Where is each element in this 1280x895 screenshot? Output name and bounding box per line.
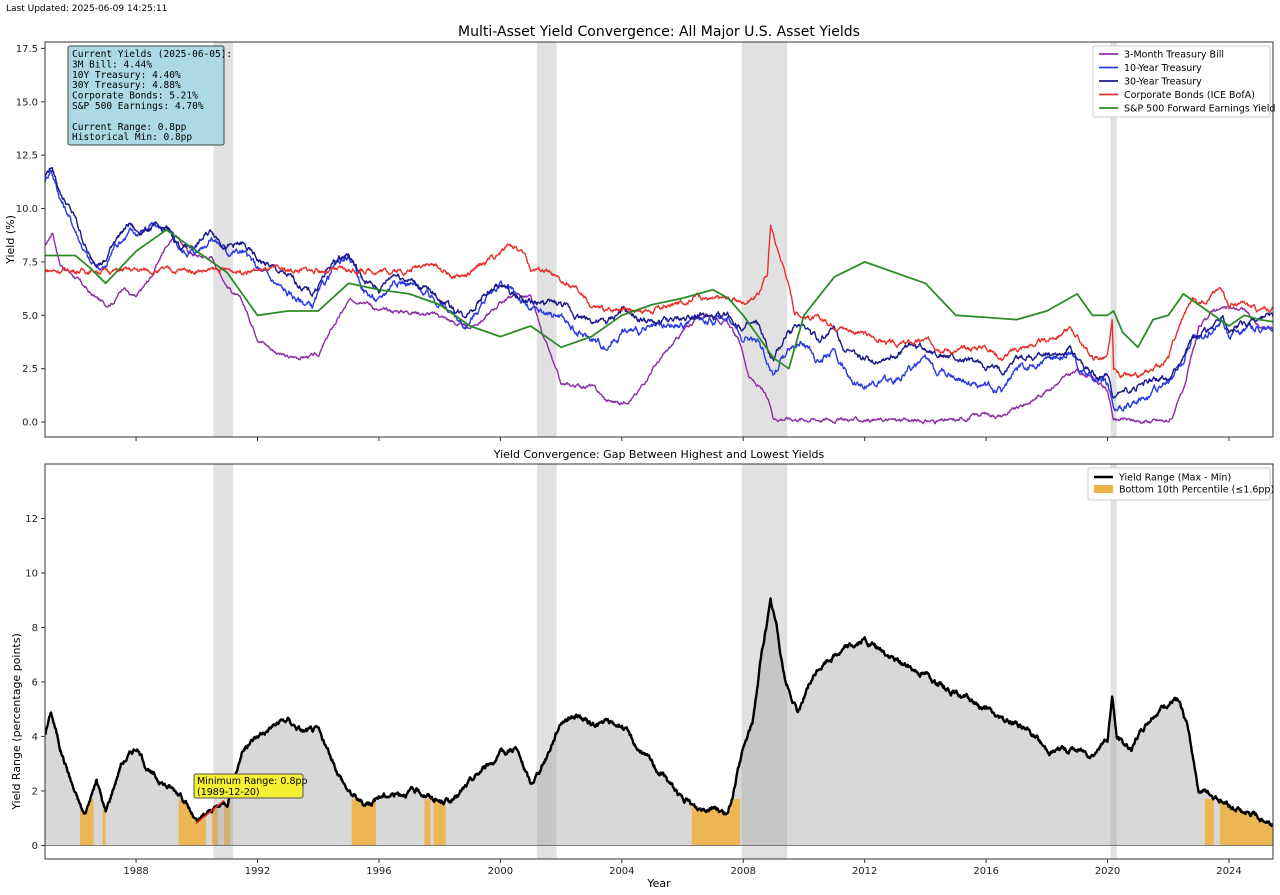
- bottom-recession-band-3: [1110, 464, 1117, 859]
- top-ytick-label: 2.5: [22, 364, 38, 375]
- legend-label-s-p-500-forward-earnings-yield: S&P 500 Forward Earnings Yield: [1124, 104, 1275, 115]
- bottom-range-chart: Yield Convergence: Gap Between Highest a…: [10, 448, 1274, 890]
- bottom-xtick-label: 2024: [1216, 866, 1241, 877]
- top-ytick-label: 7.5: [22, 257, 38, 268]
- bottom-recession-band-2: [741, 464, 788, 859]
- legend-label-3-month-treasury-bill: 3-Month Treasury Bill: [1124, 50, 1224, 61]
- info-box-line: S&P 500 Earnings: 4.70%: [72, 101, 204, 112]
- legend-swatch-bottom-percentile: [1094, 485, 1113, 493]
- info-box-line: 10Y Treasury: 4.40%: [72, 70, 181, 81]
- legend-label-30-year-treasury: 30-Year Treasury: [1124, 77, 1202, 88]
- top-ytick-label: 10.0: [16, 204, 38, 215]
- min-range-annotation: Minimum Range: 0.8pp(1989-12-20): [193, 773, 308, 825]
- range-area-fill: [45, 598, 1273, 846]
- top-legend-bg: [1092, 45, 1271, 118]
- top-title: Multi-Asset Yield Convergence: All Major…: [458, 24, 860, 40]
- top-legend: 3-Month Treasury Bill 10-Year Treasury 30-…: [1092, 45, 1275, 118]
- annotation-text: Minimum Range: 0.8pp: [197, 776, 308, 787]
- bottom-xtick-label: 2020: [1095, 866, 1120, 877]
- bottom-plot-frame: [44, 463, 1274, 860]
- top-yield-chart: Multi-Asset Yield Convergence: All Major…: [4, 24, 1275, 441]
- info-box: Current Yields (2025-06-05):3M Bill: 4.4…: [67, 45, 232, 146]
- recession-band-1: [536, 42, 557, 437]
- bottom-ytick-label: 6: [32, 677, 38, 688]
- bottom-ytick-label: 4: [32, 732, 38, 743]
- series-line-10-year-treasury: [45, 169, 1273, 412]
- bottom-xtick-label: 1996: [366, 866, 391, 877]
- top-ytick-label: 17.5: [16, 44, 38, 55]
- low-band-6: [424, 799, 431, 846]
- bottom-xtick-label: 2004: [609, 866, 634, 877]
- legend-label-10-year-treasury: 10-Year Treasury: [1124, 63, 1202, 74]
- bottom-ytick-label: 0: [32, 841, 38, 852]
- low-band-8: [691, 799, 741, 846]
- annotation-subtext: (1989-12-20): [197, 787, 260, 798]
- info-box-line: Current Range: 0.8pp: [72, 122, 187, 133]
- bottom-recession-band-0: [213, 464, 234, 859]
- bottom-xtick-label: 1988: [123, 866, 148, 877]
- legend-label-corporate-bonds-ice-bofa: Corporate Bonds (ICE BofA): [1124, 90, 1255, 101]
- series-line-corporate-bonds-ice-bofa: [45, 224, 1273, 379]
- info-box-line: Corporate Bonds: 5.21%: [72, 91, 198, 102]
- series-line-30-year-treasury: [45, 166, 1273, 399]
- bottom-ytick-label: 8: [32, 623, 38, 634]
- last-updated-text: Last Updated: 2025-06-09 14:25:11: [6, 4, 168, 14]
- low-band-3: [211, 799, 219, 846]
- info-box-bg: [67, 45, 225, 146]
- bottom-legend: Yield Range (Max - Min)Bottom 10th Perce…: [1087, 467, 1274, 501]
- bottom-xtick-label: 2000: [488, 866, 513, 877]
- bottom-ytick-label: 10: [25, 568, 38, 579]
- low-band-4: [224, 799, 231, 846]
- low-band-1: [102, 799, 106, 846]
- bottom-ylabel: Yield Range (percentage points): [10, 633, 23, 811]
- bottom-xtick-label: 2016: [973, 866, 998, 877]
- top-ylabel: Yield (%): [4, 215, 17, 265]
- top-ytick-label: 12.5: [16, 151, 38, 162]
- bottom-recession-band-1: [536, 464, 557, 859]
- low-band-7: [433, 799, 446, 846]
- bottom-ytick-label: 12: [25, 514, 38, 525]
- series-line-yield-range: [45, 597, 1273, 828]
- series-line-3-month-treasury-bill: [45, 232, 1273, 425]
- low-band-9: [1204, 799, 1214, 846]
- bottom-xtick-label: 2012: [852, 866, 877, 877]
- bottom-ytick-label: 2: [32, 786, 38, 797]
- annotation-box: [193, 773, 304, 799]
- info-box-line: 30Y Treasury: 4.88%: [72, 80, 181, 91]
- bottom-xlabel: Year: [646, 877, 671, 890]
- bottom-legend-bg: [1087, 467, 1271, 501]
- recession-band-3: [1110, 42, 1117, 437]
- annotation-arrow: [195, 799, 225, 825]
- bottom-title: Yield Convergence: Gap Between Highest a…: [493, 448, 825, 461]
- bottom-plot-area: [45, 464, 1273, 859]
- legend-label-bottom-percentile: Bottom 10th Percentile (≤1.6pp): [1119, 485, 1274, 496]
- legend-label-yield-range: Yield Range (Max - Min): [1118, 473, 1231, 484]
- bottom-xtick-label: 2008: [731, 866, 756, 877]
- top-ytick-label: 5.0: [22, 311, 38, 322]
- series-line-s-p-500-forward-earnings-yield: [45, 229, 1273, 370]
- top-plot-area: [45, 42, 1273, 437]
- low-band-2: [178, 799, 206, 846]
- recession-band-2: [741, 42, 788, 437]
- bottom-xtick-label: 1992: [245, 866, 270, 877]
- top-ytick-label: 0.0: [22, 418, 38, 429]
- info-box-line: 3M Bill: 4.44%: [72, 59, 152, 70]
- top-plot-frame: [44, 41, 1274, 438]
- info-box-line: Current Yields (2025-06-05):: [72, 49, 232, 60]
- info-box-line: Historical Min: 0.8pp: [72, 132, 192, 143]
- top-ytick-label: 15.0: [16, 97, 38, 108]
